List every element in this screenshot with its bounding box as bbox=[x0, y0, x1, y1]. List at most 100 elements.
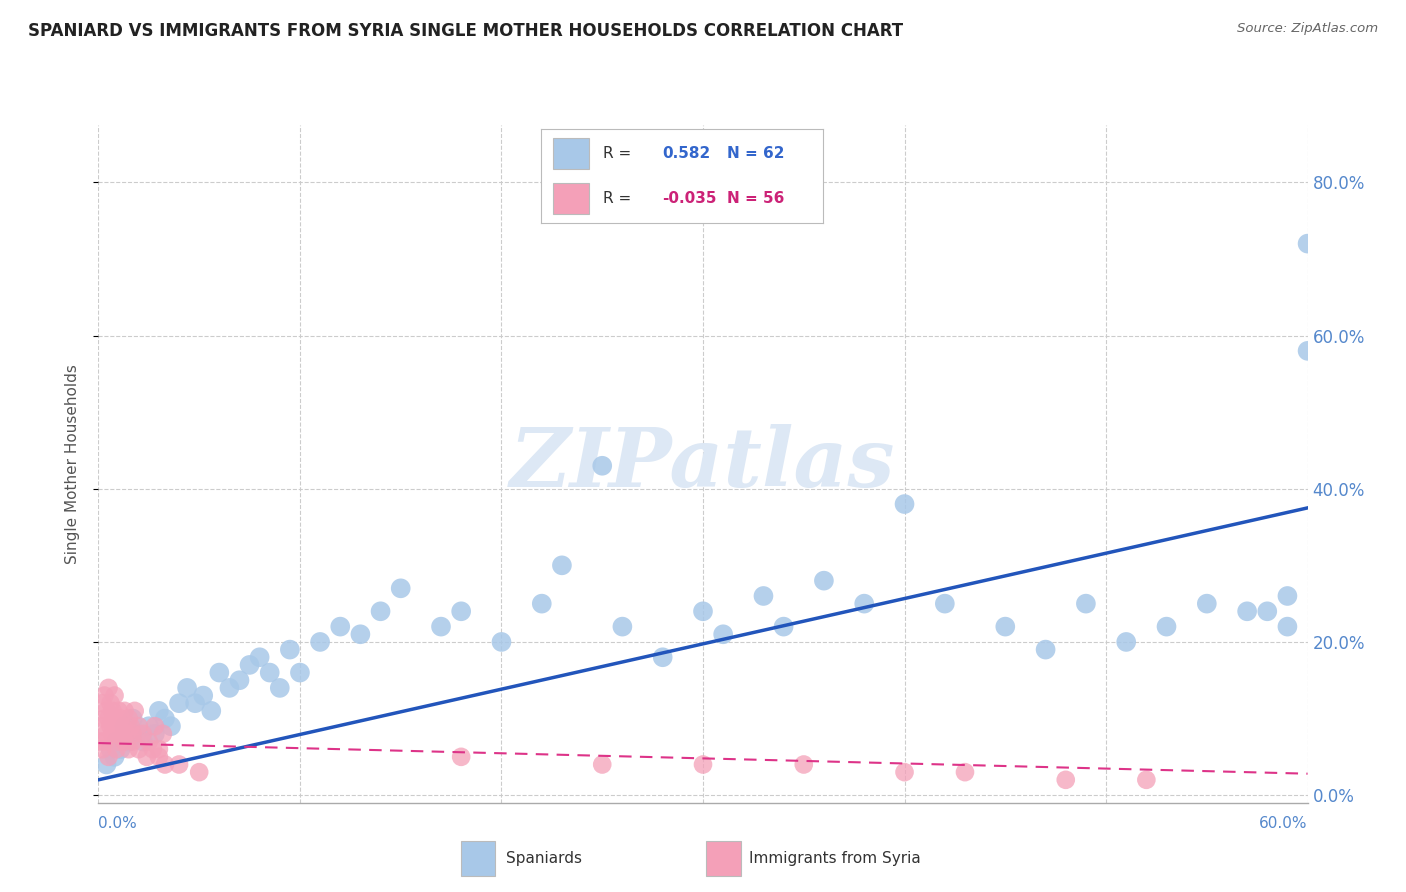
Point bbox=[249, 650, 271, 665]
Point bbox=[692, 604, 714, 618]
Point bbox=[752, 589, 775, 603]
Point bbox=[934, 597, 956, 611]
Text: R =: R = bbox=[603, 191, 631, 206]
Point bbox=[200, 704, 222, 718]
Point bbox=[101, 704, 124, 718]
Point bbox=[259, 665, 281, 680]
Point bbox=[612, 619, 634, 633]
Point bbox=[97, 749, 120, 764]
Bar bbox=[553, 137, 589, 169]
Text: R =: R = bbox=[603, 146, 631, 161]
Point bbox=[370, 604, 392, 618]
Point bbox=[329, 619, 352, 633]
Point bbox=[101, 727, 124, 741]
Point bbox=[138, 734, 160, 748]
Point bbox=[91, 696, 114, 710]
Point bbox=[1256, 604, 1278, 618]
Y-axis label: Single Mother Households: Single Mother Households bbox=[65, 364, 80, 564]
Point bbox=[1195, 597, 1218, 611]
Point bbox=[208, 665, 231, 680]
Point bbox=[91, 719, 114, 733]
Point bbox=[128, 719, 150, 733]
Point bbox=[110, 742, 132, 756]
Point bbox=[143, 719, 166, 733]
Bar bbox=[553, 183, 589, 214]
Point bbox=[114, 734, 136, 748]
Point bbox=[114, 719, 136, 733]
Point bbox=[269, 681, 291, 695]
Point bbox=[121, 727, 143, 741]
Point bbox=[120, 719, 142, 733]
Point bbox=[124, 704, 146, 718]
Point bbox=[153, 757, 176, 772]
Point bbox=[101, 727, 124, 741]
Point bbox=[110, 727, 132, 741]
Point bbox=[91, 742, 114, 756]
Point bbox=[1035, 642, 1057, 657]
Text: 0.582: 0.582 bbox=[662, 146, 710, 161]
Point bbox=[167, 696, 190, 710]
Point bbox=[188, 765, 211, 780]
Point bbox=[551, 558, 574, 573]
Point bbox=[96, 704, 118, 718]
Point bbox=[1296, 236, 1319, 251]
Point bbox=[115, 727, 138, 741]
Point bbox=[167, 757, 190, 772]
Point bbox=[1135, 772, 1157, 787]
Point bbox=[100, 719, 122, 733]
Point bbox=[100, 742, 122, 756]
Point bbox=[591, 458, 613, 473]
Point bbox=[772, 619, 794, 633]
Point bbox=[96, 727, 118, 741]
Point bbox=[114, 704, 136, 718]
Point bbox=[105, 734, 128, 748]
Point bbox=[107, 704, 129, 718]
Point bbox=[994, 619, 1017, 633]
Point bbox=[1115, 635, 1137, 649]
Point bbox=[105, 742, 128, 756]
Point bbox=[1074, 597, 1097, 611]
Point bbox=[711, 627, 734, 641]
Point bbox=[530, 597, 553, 611]
Point bbox=[107, 734, 129, 748]
Point bbox=[1277, 589, 1299, 603]
Text: -0.035: -0.035 bbox=[662, 191, 717, 206]
Point bbox=[100, 696, 122, 710]
Point bbox=[450, 604, 472, 618]
Point bbox=[193, 689, 215, 703]
Point bbox=[143, 727, 166, 741]
Point bbox=[591, 757, 613, 772]
Text: N = 62: N = 62 bbox=[727, 146, 785, 161]
Point bbox=[128, 742, 150, 756]
Point bbox=[111, 719, 134, 733]
Point bbox=[184, 696, 207, 710]
Point bbox=[239, 657, 262, 672]
Point bbox=[135, 749, 157, 764]
Point bbox=[93, 712, 115, 726]
Point bbox=[93, 734, 115, 748]
Text: Source: ZipAtlas.com: Source: ZipAtlas.com bbox=[1237, 22, 1378, 36]
Point bbox=[105, 719, 128, 733]
Point bbox=[893, 765, 915, 780]
Point bbox=[309, 635, 332, 649]
Text: N = 56: N = 56 bbox=[727, 191, 785, 206]
Point bbox=[793, 757, 815, 772]
Point bbox=[148, 704, 170, 718]
Point bbox=[278, 642, 301, 657]
Point bbox=[692, 757, 714, 772]
Text: SPANIARD VS IMMIGRANTS FROM SYRIA SINGLE MOTHER HOUSEHOLDS CORRELATION CHART: SPANIARD VS IMMIGRANTS FROM SYRIA SINGLE… bbox=[28, 22, 903, 40]
Point bbox=[349, 627, 371, 641]
Point bbox=[953, 765, 976, 780]
Point bbox=[1296, 343, 1319, 358]
Point bbox=[450, 749, 472, 764]
Point bbox=[89, 734, 111, 748]
Point bbox=[1277, 619, 1299, 633]
Text: 0.0%: 0.0% bbox=[98, 816, 138, 831]
Text: Spaniards: Spaniards bbox=[506, 851, 582, 866]
Point bbox=[103, 749, 125, 764]
Point bbox=[97, 681, 120, 695]
Point bbox=[118, 712, 141, 726]
Point bbox=[1054, 772, 1077, 787]
Text: 60.0%: 60.0% bbox=[1260, 816, 1308, 831]
Point bbox=[121, 712, 143, 726]
